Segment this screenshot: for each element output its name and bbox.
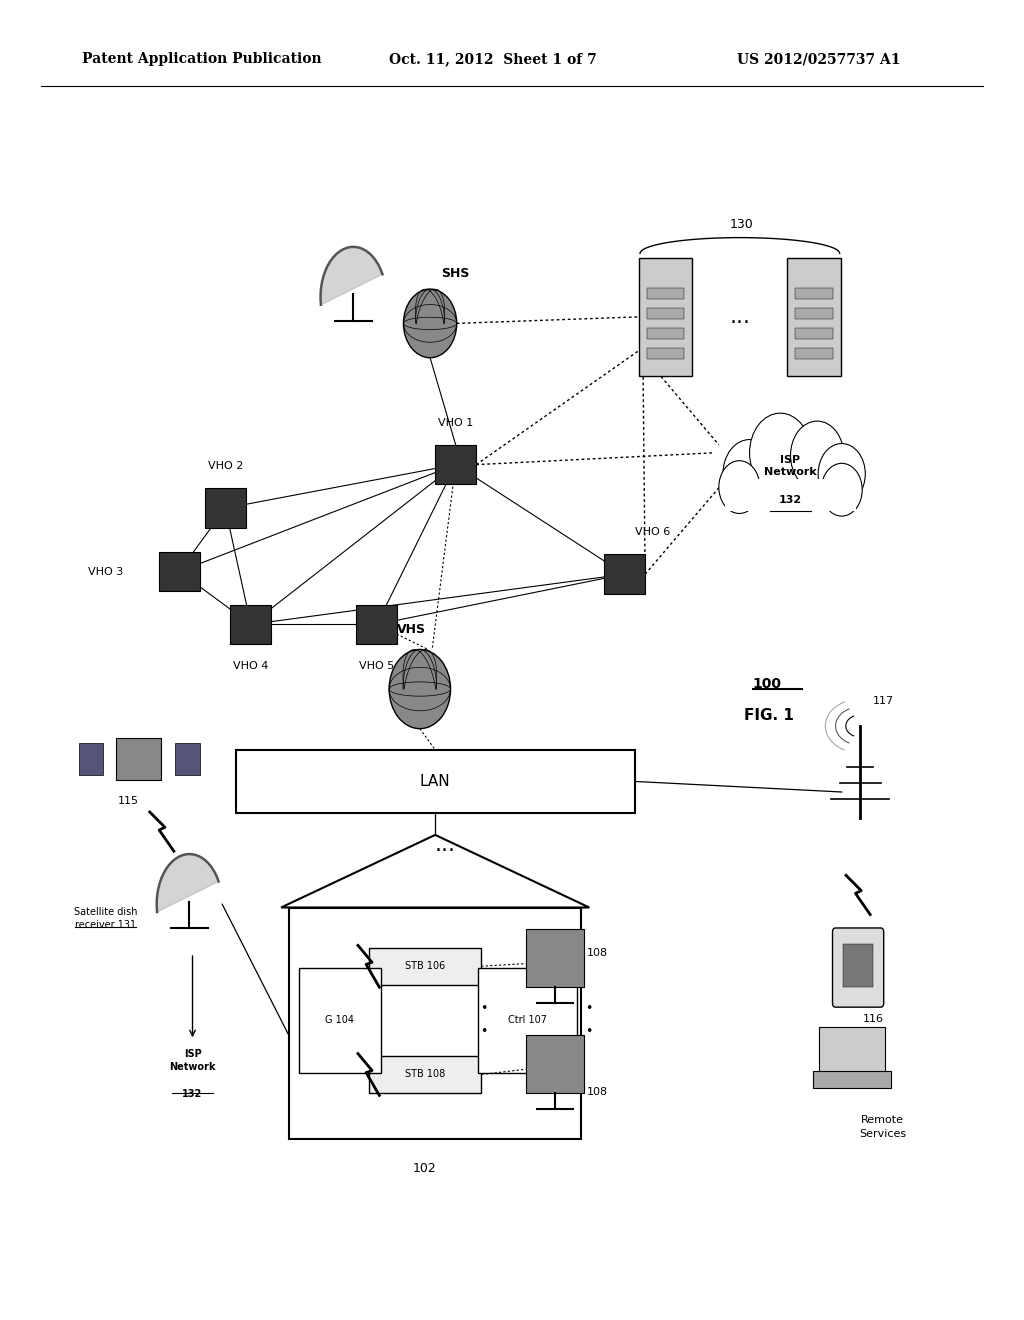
Text: 132: 132 [779, 495, 802, 506]
Bar [813, 1071, 891, 1088]
Bar [647, 308, 684, 319]
Text: •
•: • • [585, 1002, 593, 1039]
FancyBboxPatch shape [787, 259, 841, 375]
Text: •
•: • • [479, 1002, 487, 1039]
Text: G 104: G 104 [326, 1015, 354, 1026]
Bar [526, 929, 584, 987]
FancyBboxPatch shape [833, 928, 884, 1007]
Text: US 2012/0257737 A1: US 2012/0257737 A1 [737, 53, 901, 66]
Polygon shape [321, 247, 383, 305]
Text: Ctrl 107: Ctrl 107 [508, 1015, 547, 1026]
Text: ISP
Network: ISP Network [764, 455, 817, 477]
Bar [796, 308, 833, 319]
Bar [796, 288, 833, 298]
Text: VHS: VHS [397, 623, 426, 636]
Bar [647, 348, 684, 359]
Bar [796, 329, 833, 339]
Text: 117: 117 [872, 696, 894, 706]
Text: LAN: LAN [420, 774, 451, 789]
Text: VHO 6: VHO 6 [635, 527, 670, 537]
Text: VHO 4: VHO 4 [233, 661, 268, 672]
Text: Remote
Services: Remote Services [859, 1115, 906, 1139]
Text: 108: 108 [587, 1086, 608, 1097]
Circle shape [791, 421, 844, 490]
FancyBboxPatch shape [819, 1027, 885, 1077]
Text: STB 106: STB 106 [404, 961, 445, 972]
Text: 108: 108 [587, 948, 608, 958]
Bar [369, 948, 481, 985]
Text: 102: 102 [413, 1162, 437, 1175]
Circle shape [821, 463, 862, 516]
Bar [79, 743, 103, 775]
Bar [796, 348, 833, 359]
Bar [843, 944, 873, 987]
Bar [299, 968, 381, 1073]
Text: 116: 116 [863, 1014, 885, 1024]
Bar [289, 908, 581, 1138]
Text: ...: ... [729, 306, 751, 327]
Text: ISP
Network: ISP Network [169, 1049, 216, 1072]
Circle shape [719, 461, 760, 513]
Text: Patent Application Publication: Patent Application Publication [82, 53, 322, 66]
Circle shape [723, 440, 776, 508]
Bar [205, 488, 246, 528]
Polygon shape [157, 854, 219, 912]
Bar [647, 329, 684, 339]
Text: ...: ... [435, 834, 456, 855]
Text: 132: 132 [182, 1089, 203, 1100]
Circle shape [818, 444, 865, 504]
Text: 130: 130 [729, 218, 754, 231]
Text: Oct. 11, 2012  Sheet 1 of 7: Oct. 11, 2012 Sheet 1 of 7 [389, 53, 597, 66]
Bar [526, 1035, 584, 1093]
Text: Satellite dish
receiver 131: Satellite dish receiver 131 [74, 907, 137, 931]
Bar [478, 968, 577, 1073]
Bar [725, 479, 856, 511]
Bar [369, 1056, 481, 1093]
Text: VHO 5: VHO 5 [359, 661, 394, 672]
Text: VHO 1: VHO 1 [438, 417, 473, 428]
Bar [230, 605, 271, 644]
Text: VHO 3: VHO 3 [88, 566, 123, 577]
Bar [604, 554, 645, 594]
Circle shape [750, 413, 811, 492]
Text: 100: 100 [753, 677, 781, 690]
Circle shape [389, 649, 451, 729]
FancyBboxPatch shape [639, 259, 692, 375]
Text: VHO 2: VHO 2 [208, 461, 243, 471]
Text: 115: 115 [118, 796, 138, 807]
Text: SHS: SHS [441, 267, 470, 280]
Text: STB 108: STB 108 [404, 1069, 445, 1080]
Text: FIG. 1: FIG. 1 [744, 708, 795, 723]
Bar [236, 750, 635, 813]
Bar [116, 738, 161, 780]
Bar [175, 743, 200, 775]
Bar [159, 552, 200, 591]
Bar [647, 288, 684, 298]
Bar [435, 445, 476, 484]
Bar [356, 605, 397, 644]
Circle shape [403, 289, 457, 358]
